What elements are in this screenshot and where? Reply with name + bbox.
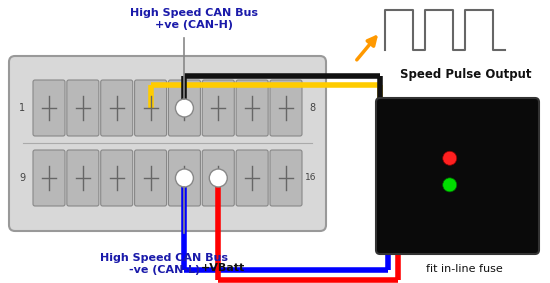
FancyBboxPatch shape [101, 150, 133, 206]
Circle shape [443, 151, 456, 165]
FancyBboxPatch shape [376, 98, 539, 254]
FancyBboxPatch shape [236, 80, 268, 136]
FancyBboxPatch shape [9, 56, 326, 231]
Text: 16: 16 [305, 173, 316, 183]
FancyBboxPatch shape [236, 150, 268, 206]
Text: 8: 8 [310, 103, 316, 113]
Circle shape [175, 99, 194, 117]
Circle shape [443, 178, 456, 192]
FancyBboxPatch shape [168, 150, 200, 206]
FancyBboxPatch shape [202, 150, 234, 206]
FancyBboxPatch shape [33, 150, 65, 206]
Text: Speed Pulse Output: Speed Pulse Output [399, 68, 531, 81]
FancyBboxPatch shape [101, 80, 133, 136]
Text: fit in-line fuse: fit in-line fuse [426, 264, 503, 274]
Text: High Speed CAN Bus
+ve (CAN-H): High Speed CAN Bus +ve (CAN-H) [130, 8, 258, 30]
FancyBboxPatch shape [202, 80, 234, 136]
FancyBboxPatch shape [67, 80, 99, 136]
Text: 1: 1 [19, 103, 25, 113]
Text: +VBatt: +VBatt [201, 263, 245, 273]
FancyBboxPatch shape [67, 150, 99, 206]
FancyBboxPatch shape [135, 150, 167, 206]
Text: High Speed CAN Bus
-ve (CAN-L): High Speed CAN Bus -ve (CAN-L) [101, 253, 228, 275]
Circle shape [175, 169, 194, 187]
FancyBboxPatch shape [270, 150, 302, 206]
Text: 9: 9 [19, 173, 25, 183]
Circle shape [210, 169, 227, 187]
FancyBboxPatch shape [33, 80, 65, 136]
FancyBboxPatch shape [270, 80, 302, 136]
FancyBboxPatch shape [135, 80, 167, 136]
FancyBboxPatch shape [168, 80, 200, 136]
